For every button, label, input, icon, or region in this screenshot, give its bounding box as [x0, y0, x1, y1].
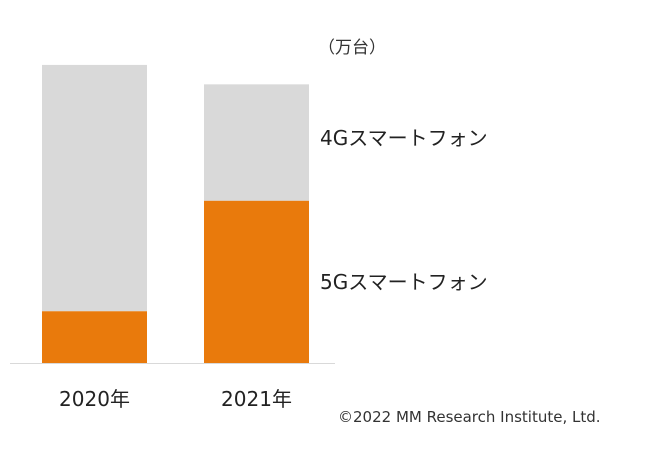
unit-label: （万台）: [318, 38, 386, 58]
bar-5g-1: [204, 200, 309, 363]
copyright-notice: ©2022 MM Research Institute, Ltd.: [338, 408, 601, 426]
x-tick-label-1: 2021年: [221, 387, 292, 411]
bar-4g-0: [42, 64, 147, 312]
series-label-4g: 4Gスマートフォン: [320, 126, 488, 150]
bar-4g-1: [204, 84, 309, 201]
series-label-5g: 5Gスマートフォン: [320, 270, 488, 294]
bar-5g-0: [42, 311, 147, 363]
x-tick-label-0: 2020年: [59, 387, 130, 411]
